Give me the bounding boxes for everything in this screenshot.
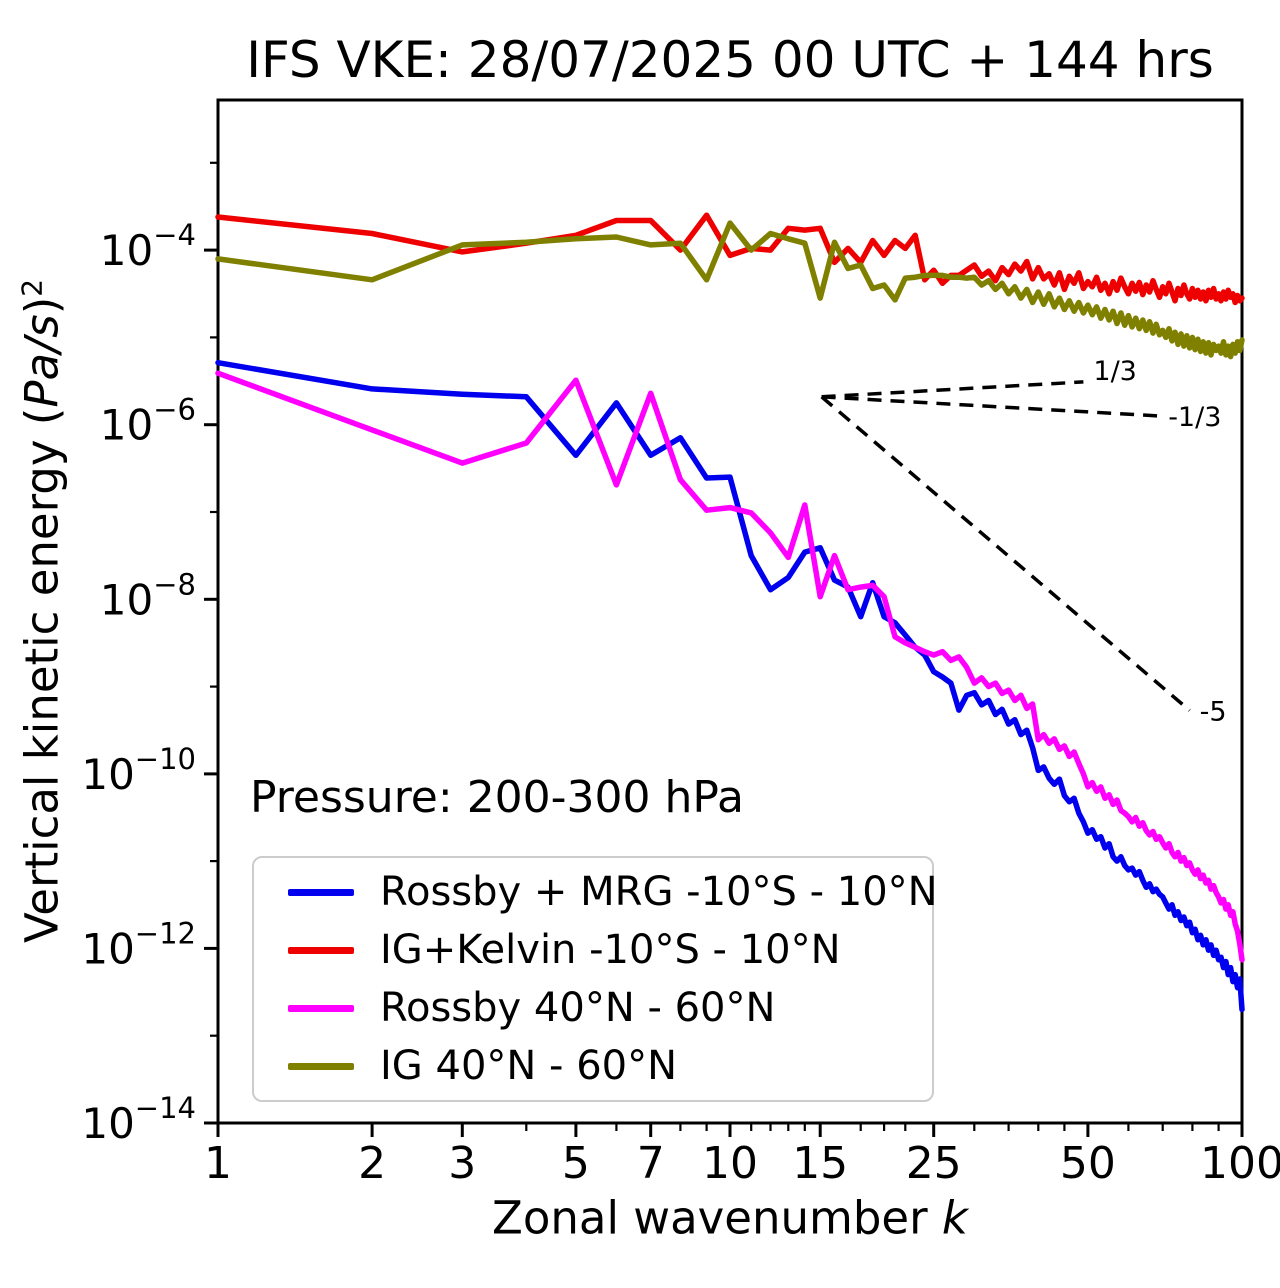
x-tick-label: 50	[1060, 1138, 1116, 1189]
x-tick-label: 15	[792, 1138, 848, 1189]
legend-item-label: IG 40°N - 60°N	[380, 1043, 678, 1089]
y-tick-label: 10−12	[81, 916, 196, 973]
series-line-1	[215, 212, 1245, 306]
y-axis-label-units: Pa/s	[15, 314, 69, 408]
slope-guide-line	[821, 380, 1084, 399]
legend-item: IG+Kelvin -10°S - 10°N	[254, 921, 932, 979]
slope-guide-line	[821, 395, 1159, 418]
legend-item: IG 40°N - 60°N	[254, 1037, 932, 1095]
slope-guide-label: -5	[1200, 696, 1227, 727]
slope-guide-label: -1/3	[1168, 402, 1221, 433]
y-tick-label: 10−10	[81, 742, 196, 799]
series-line-2	[215, 370, 1245, 963]
legend-item-label: Rossby + MRG -10°S - 10°N	[380, 869, 938, 915]
legend-item: Rossby + MRG -10°S - 10°N	[254, 863, 938, 921]
legend-line-sample	[288, 1062, 354, 1070]
y-tick-label: 10−6	[100, 393, 196, 450]
x-tick-label: 25	[906, 1138, 962, 1189]
y-axis-label-exponent: 2	[15, 278, 49, 297]
slope-guide-line	[820, 395, 1191, 712]
pressure-annotation: Pressure: 200-300 hPa	[250, 772, 744, 823]
x-axis-label: Zonal wavenumber k	[492, 1192, 968, 1245]
x-tick-label: 100	[1200, 1138, 1280, 1189]
y-tick-label: 10−4	[100, 218, 196, 275]
legend-box: Rossby + MRG -10°S - 10°N IG+Kelvin -10°S…	[252, 856, 938, 1102]
y-axis-label-text: Vertical kinetic energy (	[15, 407, 69, 944]
x-axis-label-text: Zonal wavenumber	[492, 1191, 942, 1245]
x-tick-label: 5	[562, 1138, 590, 1189]
legend-item-label: IG+Kelvin -10°S - 10°N	[380, 927, 841, 973]
y-tick-label: 10−8	[100, 567, 196, 624]
x-axis-label-symbol: k	[941, 1191, 968, 1245]
page-title: IFS VKE: 28/07/2025 00 UTC + 144 hrs	[246, 31, 1214, 89]
legend-item: Rossby 40°N - 60°N	[254, 979, 932, 1037]
y-axis-label-close: )	[15, 296, 69, 315]
series-line-0	[215, 359, 1245, 1013]
y-axis-label: Vertical kinetic energy (Pa/s)2	[16, 279, 69, 943]
x-tick-label: 1	[204, 1138, 232, 1189]
slope-guide-label: 1/3	[1093, 356, 1136, 387]
x-tick-label: 2	[358, 1138, 386, 1189]
legend-item-label: Rossby 40°N - 60°N	[380, 985, 776, 1031]
y-tick-label: 10−14	[81, 1091, 196, 1148]
x-tick-label: 10	[702, 1138, 758, 1189]
legend-line-sample	[288, 946, 354, 954]
legend-line-sample	[288, 1004, 354, 1012]
x-tick-label: 7	[637, 1138, 665, 1189]
series-line-3	[215, 220, 1245, 360]
legend-line-sample	[288, 888, 354, 896]
x-tick-label: 3	[448, 1138, 476, 1189]
